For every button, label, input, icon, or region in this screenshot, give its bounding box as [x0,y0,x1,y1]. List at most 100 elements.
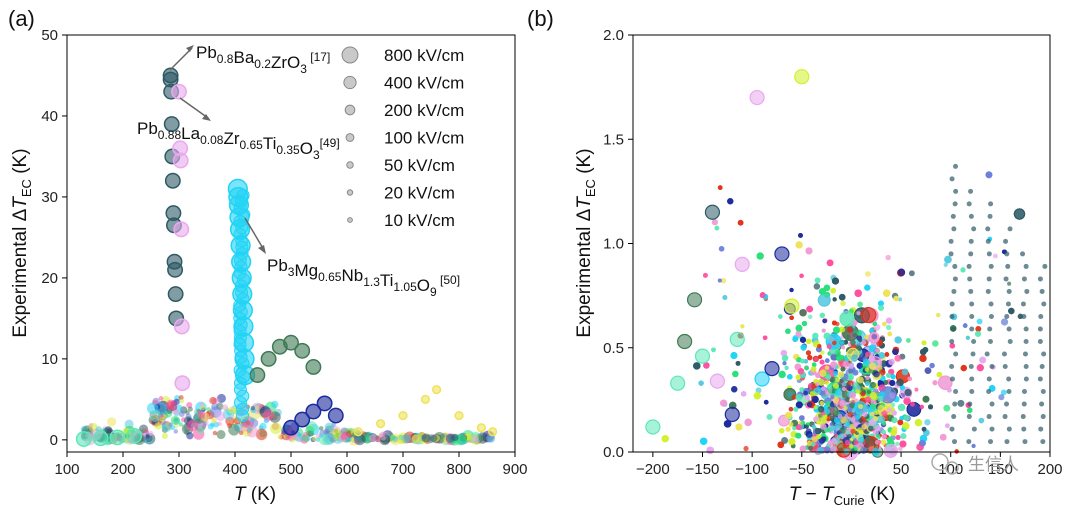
chart-a-point [148,430,154,437]
chart-b-point [1003,276,1009,282]
chart-b-point [856,362,863,369]
chart-b-point [953,389,959,395]
chart-b-point [817,446,825,454]
chart-b-point [858,338,863,343]
chart-b-point [969,326,975,332]
chart-a-point [179,398,185,404]
chart-b-point [813,283,821,290]
chart-b-point [881,410,888,417]
chart-b-point [858,433,863,438]
chart-b-point [968,288,974,294]
chart-b-point [978,417,985,424]
chart-b-point [799,309,807,317]
chart-b-point [830,287,837,294]
chart-b-point [952,276,958,282]
chart-b-point [921,340,927,346]
chart-b-point [952,263,958,269]
chart-a-series-point [236,188,250,202]
chart-b-point [724,406,740,423]
chart-b-point [1003,238,1009,244]
chart-b-point [951,226,957,232]
chart-b-point [1004,313,1010,319]
chart-b-point [873,370,880,378]
chart-b-point [949,426,955,432]
chart-a-xtick-label: 700 [390,461,415,478]
chart-b-point [795,330,802,337]
chart-b-point [987,338,993,344]
chart-b-point [824,380,829,385]
chart-a-point [270,422,282,435]
chart-b-point [686,292,703,308]
chart-b-point [877,395,884,402]
chart-b-point [814,277,821,284]
chart-a-point [178,410,185,418]
chart-a-series-point [283,419,299,436]
chart-b-point [884,352,890,357]
chart-b-point [868,419,876,426]
chart-b-point [948,238,954,244]
chart-a-point [249,417,255,423]
chart-b-point [872,321,877,326]
chart-b-point [837,413,843,419]
chart-b-point [862,411,868,417]
chart-b-point [953,351,959,357]
chart-b-point [969,313,975,319]
chart-b-point [823,415,828,420]
legend-marker [343,75,357,90]
chart-b-point [845,397,850,403]
chart-b-point [862,358,870,366]
chart-b-xticks: −200 −150 −100 −50 0 50 100 150 200 [636,452,1063,478]
chart-b-point [830,395,835,400]
chart-b-point [1008,307,1015,315]
chart-b-point [823,332,831,340]
chart-b-point [804,424,809,429]
chart-b-point [840,416,848,424]
chart-b-point [749,89,765,106]
chart-b-point [1021,389,1027,395]
chart-b-point [988,263,994,269]
chart-b-point [1006,426,1012,432]
chart-b-point [860,446,868,454]
chart-b-xtick-label: 150 [988,461,1013,478]
chart-a-series-point [316,395,333,412]
chart-b-point [1004,439,1010,445]
chart-b-point [864,396,872,403]
chart-b-point [892,348,899,355]
chart-a-series-point [283,334,299,351]
chart-b-xtick-label: −200 [636,461,670,478]
chart-b-point [718,246,725,252]
chart-a-point [368,434,377,442]
chart-b-point [780,349,788,357]
chart-a-series-point [305,359,322,375]
chart-b-point [838,371,845,378]
chart-a-ytick-label: 40 [41,108,58,125]
chart-a-xtick-label: 100 [54,461,79,478]
chart-b-point [890,374,896,380]
chart-b-xlabel: T − TCurie (K) [789,484,896,508]
legend-marker [346,189,354,196]
chart-b-point [846,326,853,333]
chart-b-point [1023,326,1029,332]
chart-b-point [1022,439,1028,445]
chart-b-point [988,301,994,307]
chart-b-point [1006,376,1012,382]
chart-b-point [830,353,838,361]
chart-b-point [967,407,973,413]
chart-a-point [398,434,404,441]
chart-a-point [305,425,315,435]
chart-b-point [900,433,907,440]
chart-b-point [829,425,836,432]
chart-b-point [1013,208,1026,220]
chart-a-point [145,434,153,443]
chart-b-point [952,163,958,169]
chart-b-point [799,336,807,343]
chart-a-point [161,432,168,440]
chart-b-point [894,354,902,362]
chart-b-point [928,404,934,410]
chart-b-point [805,350,812,356]
chart-b-point [943,404,951,412]
chart-b-point [850,339,856,346]
chart-a-point [421,433,431,443]
chart-a-point [255,428,268,441]
chart-b-point [785,426,791,432]
